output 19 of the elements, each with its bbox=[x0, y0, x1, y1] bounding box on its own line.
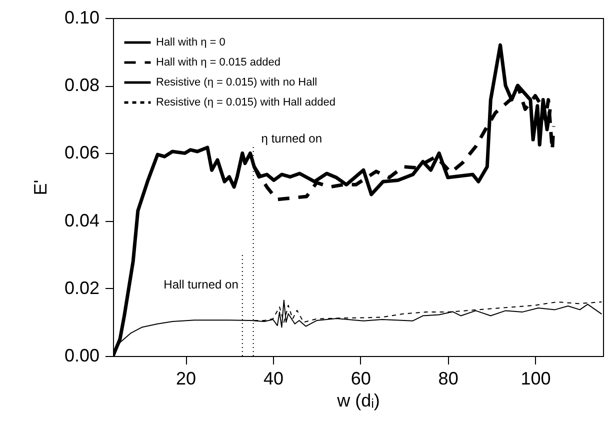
y-tick-label: 0.00 bbox=[64, 346, 100, 366]
legend-label: Resistive (η = 0.015) with no Hall bbox=[156, 76, 318, 88]
legend-label: Hall with η = 0.015 added bbox=[156, 56, 280, 68]
x-axis-title: w (dᵢ) bbox=[336, 390, 380, 410]
ref-line-label: η turned on bbox=[261, 131, 322, 146]
y-tick-label: 0.02 bbox=[64, 278, 100, 298]
x-tick-label: 40 bbox=[263, 368, 284, 388]
ref-line-label: Hall turned on bbox=[164, 278, 238, 292]
y-axis-title: E' bbox=[30, 180, 50, 196]
x-tick-label: 100 bbox=[520, 368, 551, 388]
x-tick-label: 20 bbox=[176, 368, 196, 388]
legend-label: Resistive (η = 0.015) with Hall added bbox=[156, 96, 336, 108]
x-tick-label: 80 bbox=[438, 368, 458, 388]
y-tick-label: 0.06 bbox=[64, 142, 100, 163]
legend-label: Hall with η = 0 bbox=[156, 36, 226, 48]
x-tick-label: 60 bbox=[350, 368, 371, 388]
y-tick-label: 0.10 bbox=[64, 8, 100, 28]
y-tick-label: 0.08 bbox=[64, 75, 100, 96]
y-tick-label: 0.04 bbox=[64, 210, 100, 230]
